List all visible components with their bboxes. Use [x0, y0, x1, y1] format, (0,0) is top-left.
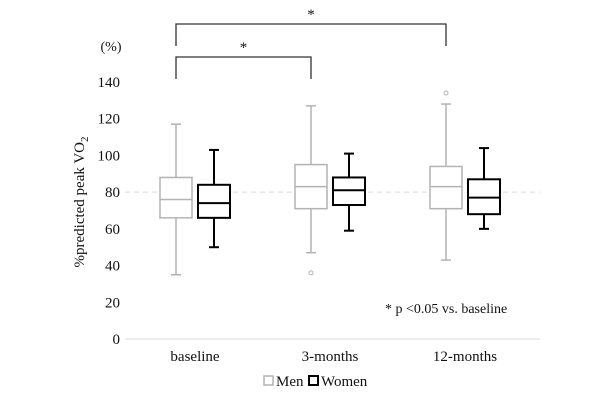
box-iqr — [429, 165, 463, 210]
box-outlier — [308, 270, 314, 276]
x-category-label: baseline — [170, 349, 219, 365]
box-women — [332, 152, 366, 232]
box-women — [467, 147, 501, 230]
x-category-label: 3-months — [302, 349, 359, 365]
legend-swatch-men — [263, 375, 274, 386]
significance-bracket — [175, 56, 312, 79]
box-iqr — [197, 183, 231, 219]
significance-note: * p <0.05 vs. baseline — [385, 302, 507, 317]
y-axis-title-subscript: 2 — [79, 136, 91, 142]
x-category-label: 12-months — [433, 349, 497, 365]
significance-star: * — [307, 7, 315, 23]
y-tick-label: 120 — [98, 112, 121, 128]
legend-label-women: Women — [321, 374, 368, 390]
box-men — [429, 90, 463, 261]
y-unit-label: (%) — [101, 40, 122, 55]
significance-star: * — [240, 40, 248, 56]
y-axis-title: %predicted peak VO2 — [72, 136, 91, 267]
y-tick-label: 140 — [98, 75, 121, 91]
box-men — [159, 123, 193, 276]
y-tick-label: 100 — [98, 148, 121, 164]
y-tick-label: 20 — [105, 295, 120, 311]
y-tick-label: 40 — [105, 259, 120, 275]
box-men — [294, 105, 328, 276]
y-tick-label: 60 — [105, 222, 120, 238]
y-tick-label: 80 — [105, 185, 120, 201]
legend-label-men: Men — [276, 374, 304, 390]
legend: Men Women — [263, 374, 368, 390]
significance-bracket — [175, 23, 447, 46]
legend-swatch-women — [308, 375, 319, 386]
box-women — [197, 148, 231, 249]
box-outlier — [443, 90, 449, 96]
y-tick-label: 0 — [113, 332, 121, 348]
box-iqr — [159, 176, 193, 219]
